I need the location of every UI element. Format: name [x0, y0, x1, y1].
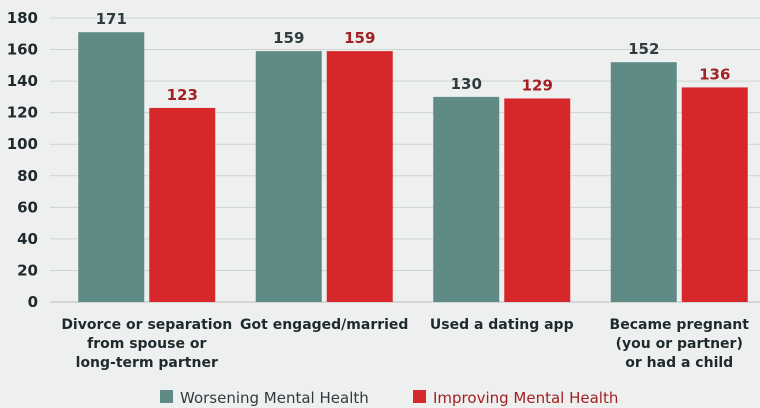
bar [504, 98, 571, 302]
bar [433, 96, 500, 302]
data-label: 123 [167, 86, 198, 104]
category-label-line: (you or partner) [616, 336, 743, 352]
data-label: 129 [522, 76, 553, 94]
data-label: 159 [344, 29, 375, 47]
y-tick-label: 100 [7, 135, 38, 153]
category-label: Divorce or separation from spouse or long-… [61, 317, 232, 371]
category-label-line: from spouse or [87, 336, 206, 352]
data-label: 152 [628, 40, 659, 58]
bar [78, 32, 145, 302]
category-label-line: Used a dating app [430, 317, 574, 333]
x-axis-categories: Divorce or separation from spouse or long-… [61, 317, 749, 371]
data-labels: 171 123 159 159 130 129 152 136 [96, 10, 731, 104]
category-label-line: Divorce or separation [61, 317, 232, 333]
y-tick-label: 160 [7, 41, 38, 59]
y-tick-label: 20 [17, 261, 38, 279]
y-tick-label: 80 [17, 167, 38, 185]
bars [78, 32, 748, 303]
bar [255, 51, 322, 303]
y-tick-label: 40 [17, 230, 38, 248]
bar [149, 107, 216, 302]
y-tick-label: 0 [28, 293, 38, 311]
y-axis-ticks: 0 20 40 60 80 100 120 140 160 180 [7, 9, 38, 311]
y-tick-label: 180 [7, 9, 38, 27]
y-tick-label: 140 [7, 72, 38, 90]
bar [326, 51, 393, 303]
data-label: 130 [451, 75, 482, 93]
legend-swatch [413, 390, 426, 403]
legend-label: Worsening Mental Health [180, 389, 369, 407]
legend: Worsening Mental Health Improving Mental … [160, 389, 618, 407]
category-label-line: long-term partner [76, 355, 218, 371]
category-label: Used a dating app [430, 317, 574, 333]
data-label: 171 [96, 10, 127, 28]
data-label: 159 [273, 29, 304, 47]
y-tick-label: 120 [7, 104, 38, 122]
legend-swatch [160, 390, 173, 403]
category-label-line: or had a child [625, 355, 733, 371]
data-label: 136 [699, 65, 730, 83]
category-label: Became pregnant (you or partner) or had a … [610, 317, 750, 371]
category-label-line: Became pregnant [610, 317, 750, 333]
y-tick-label: 60 [17, 198, 38, 216]
bar [681, 87, 748, 302]
bar [610, 62, 677, 302]
legend-label: Improving Mental Health [433, 389, 618, 407]
category-label-line: Got engaged/married [240, 317, 408, 333]
category-label: Got engaged/married [240, 317, 408, 333]
